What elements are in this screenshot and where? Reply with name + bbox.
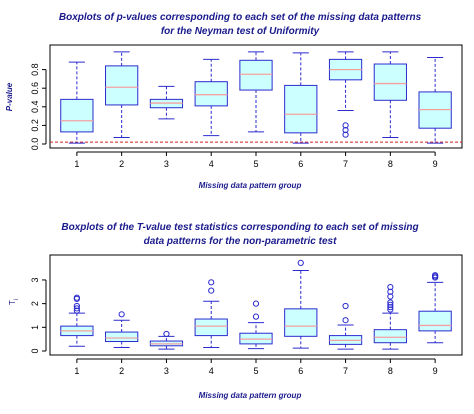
chart-1-y-tick-label: 0.2 [30, 119, 40, 132]
box-outlier [208, 287, 215, 294]
chart-2-x-tick-label: 7 [343, 366, 348, 376]
chart-1-box-group-4 [194, 58, 228, 137]
box-outlier [342, 126, 349, 134]
box-outlier [342, 131, 349, 138]
chart-2-y-axis-label-sub: i [14, 299, 20, 300]
box-outlier [387, 283, 394, 291]
chart-2-box-group-5 [239, 300, 273, 350]
chart-2-x-tick-label: 4 [209, 366, 214, 376]
box-outlier [163, 330, 170, 338]
chart-1-box-group-1 [60, 61, 94, 144]
box-iqr [239, 59, 273, 91]
chart-1-x-tick-label: 1 [74, 159, 79, 169]
chart-2-x-tick-label: 3 [164, 366, 169, 376]
chart-2-x-tick-label: 5 [253, 366, 258, 376]
chart-2-y-tick-label: 3 [30, 277, 40, 282]
chart-2: Boxplots of the T-value test statistics … [8, 222, 463, 400]
box-outlier [342, 122, 349, 129]
chart-1-x-tick-label: 7 [343, 159, 348, 169]
chart-2-y-tick-label: 0 [30, 348, 40, 353]
box-outlier [297, 259, 304, 266]
box-outlier [342, 317, 349, 324]
box-outlier [387, 301, 394, 308]
chart-2-x-tick-label: 9 [433, 366, 438, 376]
chart-2-box-group-6 [284, 259, 318, 349]
box-iqr [284, 308, 318, 337]
chart-2-box-group-4 [194, 279, 228, 348]
box-iqr [60, 98, 94, 133]
box-iqr [194, 81, 228, 107]
box-iqr [105, 65, 139, 106]
box-outlier [432, 272, 439, 279]
chart-1-x-tick-label: 3 [164, 159, 169, 169]
chart-2-y-tick-label: 2 [30, 301, 40, 306]
box-iqr [284, 84, 318, 134]
box-outlier [73, 302, 80, 310]
chart-1-x-tick-label: 6 [298, 159, 303, 169]
box-iqr [418, 310, 452, 332]
chart-2-plot-frame [49, 254, 463, 356]
chart-1-box-group-7 [328, 51, 363, 138]
chart-1-y-axis-label: P-value [5, 82, 14, 111]
chart-1-x-tick-label: 9 [433, 159, 438, 169]
chart-1-box-group-2 [105, 51, 139, 138]
chart-2-x-tick-label: 8 [388, 366, 393, 376]
chart-1-x-axis-label: Missing data pattern group [199, 181, 302, 190]
chart-1-x-tick-label: 2 [119, 159, 124, 169]
chart-2-box-group-8 [373, 283, 407, 350]
chart-1-title-line-1: Boxplots of p-values corresponding to ea… [59, 12, 422, 23]
box-outlier [208, 279, 215, 286]
chart-2-title-line-2: data patterns for the non-parametric tes… [144, 236, 337, 247]
chart-1-box-group-9 [418, 57, 452, 144]
box-iqr [194, 318, 228, 337]
chart-1-box-group-5 [239, 51, 273, 133]
chart-1-x-tick-label: 5 [253, 159, 258, 169]
chart-1-title-line-2: for the Neyman test of Uniformity [161, 26, 320, 37]
chart-2-x-tick-label: 6 [298, 366, 303, 376]
chart-1-boxes [60, 51, 452, 144]
chart-2-box-group-9 [418, 272, 452, 344]
box-outlier [252, 300, 260, 307]
chart-1-box-group-6 [284, 52, 318, 144]
box-outlier [73, 294, 80, 301]
chart-2-y-axis-label-main: T [8, 300, 17, 305]
chart-2-y-axis: 0 1 2 3 [30, 277, 47, 354]
box-outlier [387, 299, 394, 306]
chart-1-y-axis: 0.0 0.2 0.4 0.6 0.8 [30, 63, 47, 151]
chart-2-x-tick-label: 1 [74, 366, 79, 376]
chart-1-x-axis: 1 2 3 4 5 6 7 8 9 [74, 151, 438, 169]
box-iqr [105, 331, 139, 343]
chart-2-box-group-3 [149, 330, 184, 350]
box-iqr [373, 63, 407, 101]
chart-1: Boxplots of p-values corresponding to ea… [5, 12, 463, 190]
chart-1-x-tick-label: 4 [209, 159, 214, 169]
chart-1-y-tick-label: 0.6 [30, 82, 40, 95]
chart-1-y-tick-label: 0.0 [30, 138, 40, 151]
box-outlier [252, 313, 260, 320]
chart-2-box-group-2 [105, 311, 139, 348]
chart-2-boxes [60, 259, 452, 350]
chart-1-y-tick-label: 0.8 [30, 63, 40, 76]
chart-1-plot-frame [49, 44, 463, 149]
chart-2-x-axis-label: Missing data pattern group [199, 391, 302, 400]
chart-1-x-tick-label: 8 [388, 159, 393, 169]
chart-2-y-axis-label: Ti [8, 299, 20, 305]
chart-2-y-tick-label: 1 [30, 325, 40, 330]
chart-1-box-group-3 [149, 85, 184, 120]
box-outlier [73, 305, 80, 312]
box-iqr [373, 329, 407, 344]
chart-2-x-tick-label: 2 [119, 366, 124, 376]
chart-2-box-group-7 [328, 302, 363, 350]
chart-2-x-axis: 1 2 3 4 5 6 7 8 9 [74, 358, 438, 376]
box-outlier [118, 311, 125, 318]
chart-1-box-group-8 [373, 51, 407, 138]
chart-2-box-group-1 [60, 294, 94, 347]
box-outlier [342, 302, 349, 310]
chart-2-title-line-1: Boxplots of the T-value test statistics … [61, 222, 418, 233]
chart-1-y-tick-label: 0.4 [30, 101, 40, 114]
